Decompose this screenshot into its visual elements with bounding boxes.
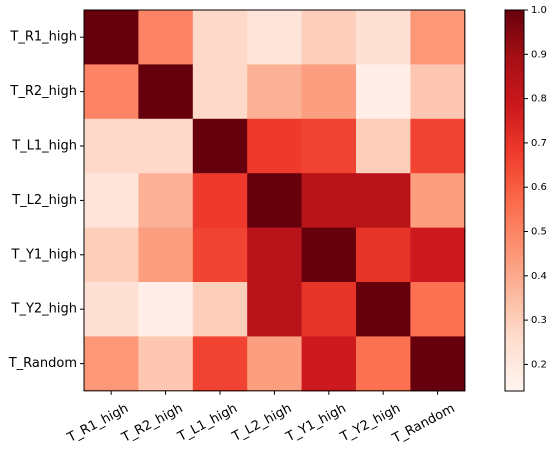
col-label-0: T_R1_high [64,401,131,446]
heatmap-cell-r4-c0 [84,227,139,283]
heatmap-cell-r6-c6 [410,336,466,392]
heatmap-cell-r3-c0 [84,173,139,229]
col-label-4: T_Y1_high [283,401,349,445]
colorbar-ticks: 0.2 0.3 0.4 0.5 0.6 0.7 0.8 0.9 1.0 [524,5,547,370]
heatmap-cell-r1-c1 [138,64,194,120]
heatmap-cell-r0-c3 [247,10,303,65]
heatmap-cell-r0-c0 [84,10,139,65]
heatmap-cell-r4-c6 [410,227,466,283]
heatmap-cell-r3-c1 [138,173,194,229]
heatmap-cell-r1-c2 [192,64,248,120]
heatmap-cell-r6-c5 [356,336,411,392]
heatmap-cell-r5-c4 [301,282,357,337]
heatmap-cell-r3-c6 [410,173,466,229]
colorbar-tick-label-8: 1.0 [531,5,547,16]
heatmap-cell-r3-c2 [192,173,248,229]
heatmap-cell-r3-c3 [247,173,303,229]
colorbar-tick-label-6: 0.8 [531,94,547,105]
row-labels: T_R1_high T_R2_high T_L1_high T_L2_high T_Y1… [8,30,84,371]
row-label-2: T_L1_high [11,139,77,154]
heatmap-cell-r1-c0 [84,64,139,120]
colorbar-tick-label-2: 0.4 [531,271,547,282]
heatmap-cell-r4-c3 [247,227,303,283]
heatmap-cell-r0-c6 [410,10,466,65]
heatmap-cell-r6-c0 [84,336,139,392]
row-label-6: T_Random [8,356,77,371]
col-label-2: T_L1_high [175,401,240,445]
heatmap-cell-r1-c6 [410,64,466,120]
colorbar-tick-label-5: 0.7 [531,138,547,149]
heatmap-cell-r2-c6 [410,118,466,174]
heatmap-cells [84,10,466,392]
heatmap-cell-r0-c2 [192,10,248,65]
heatmap-cell-r5-c2 [192,282,248,337]
heatmap-cell-r6-c2 [192,336,248,392]
heatmap-cell-r4-c4 [301,227,357,283]
heatmap-cell-r4-c2 [192,227,248,283]
colorbar-tick-label-7: 0.9 [531,49,547,60]
heatmap-cell-r2-c5 [356,118,411,174]
heatmap-cell-r2-c4 [301,118,357,174]
heatmap-cell-r4-c1 [138,227,194,283]
col-label-1: T_R2_high [119,401,186,446]
heatmap-cell-r0-c4 [301,10,357,65]
heatmap-cell-r5-c3 [247,282,303,337]
colorbar-tick-label-4: 0.6 [531,182,547,193]
heatmap-cell-r2-c2 [192,118,248,174]
heatmap-cell-r3-c5 [356,173,411,229]
heatmap-cell-r1-c4 [301,64,357,120]
colorbar-tick-label-0: 0.2 [531,359,547,370]
row-label-0: T_R1_high [9,30,77,45]
heatmap-cell-r6-c1 [138,336,194,392]
row-label-1: T_R2_high [9,84,77,99]
row-label-3: T_L2_high [11,193,77,208]
column-labels: T_R1_highT_R2_highT_L1_highT_L2_highT_Y1… [64,390,457,447]
heatmap-cell-r0-c5 [356,10,411,65]
row-label-5: T_Y2_high [11,302,78,317]
row-label-4: T_Y1_high [11,247,78,262]
heatmap-cell-r2-c0 [84,118,139,174]
heatmap-cell-r2-c1 [138,118,194,174]
heatmap-cell-r0-c1 [138,10,194,65]
heatmap-cell-r4-c5 [356,227,411,283]
heatmap-cell-r5-c6 [410,282,466,337]
col-label-3: T_L2_high [229,401,294,445]
heatmap-cell-r1-c5 [356,64,411,120]
heatmap-cell-r5-c1 [138,282,194,337]
colorbar: 0.2 0.3 0.4 0.5 0.6 0.7 0.8 0.9 1.0 [504,5,547,392]
colorbar-gradient [504,9,525,392]
heatmap-cell-r1-c3 [247,64,303,120]
heatmap-cell-r6-c3 [247,336,303,392]
heatmap-cell-r5-c5 [356,282,411,337]
heatmap-cell-r3-c4 [301,173,357,229]
colorbar-tick-label-3: 0.5 [531,227,547,238]
heatmap-cell-r6-c4 [301,336,357,392]
heatmap-cell-r5-c0 [84,282,139,337]
colorbar-tick-label-1: 0.3 [531,315,547,326]
heatmap-cell-r2-c3 [247,118,303,174]
